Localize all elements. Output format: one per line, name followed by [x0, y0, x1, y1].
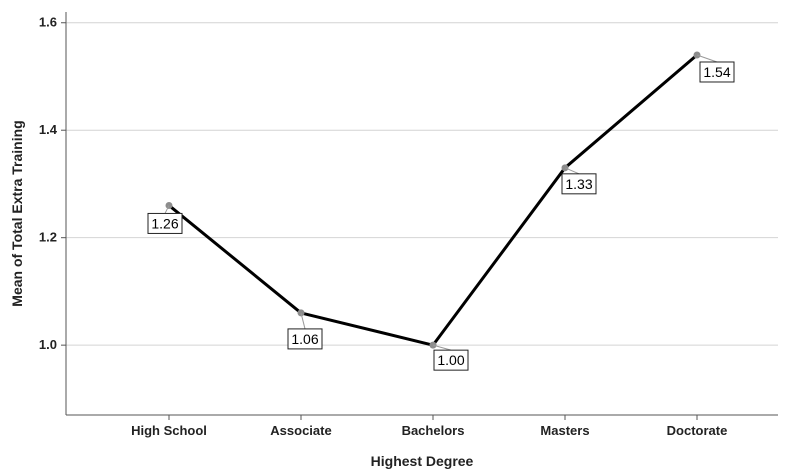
data-label-leader — [164, 205, 170, 214]
y-tick-label: 1.2 — [39, 230, 57, 245]
data-label-leader — [432, 344, 452, 351]
data-label-leader — [300, 312, 306, 330]
y-tick-label: 1.0 — [39, 337, 57, 352]
data-label: 1.54 — [703, 64, 730, 80]
data-label-box — [433, 349, 469, 371]
data-label-leader — [564, 167, 580, 175]
grid-lines — [61, 22, 778, 346]
data-label-box — [561, 173, 597, 195]
x-tick-label: Bachelors — [402, 423, 465, 438]
x-tick-label: Doctorate — [667, 423, 728, 438]
data-labels: 1.26 1.06 1.00 1.33 1.54 — [147, 54, 735, 371]
data-label: 1.26 — [151, 215, 178, 231]
data-label-box — [287, 328, 323, 350]
x-tick-label: High School — [131, 423, 207, 438]
data-label: 1.00 — [437, 352, 464, 368]
y-tick-label: 1.6 — [39, 15, 57, 30]
data-points — [165, 51, 701, 349]
x-tick-label: Masters — [540, 423, 589, 438]
axes — [65, 12, 778, 416]
data-label-box — [147, 212, 183, 234]
series-line — [167, 53, 699, 347]
x-axis-title: Highest Degree — [371, 453, 474, 469]
data-label-box — [699, 61, 735, 83]
x-tick-labels: High School Associate Bachelors Masters Doct… — [131, 415, 727, 438]
x-tick-label: Associate — [270, 423, 331, 438]
series — [167, 53, 699, 347]
data-label-leader — [696, 54, 718, 63]
y-tick-label: 1.4 — [39, 122, 58, 137]
data-label: 1.06 — [291, 331, 318, 347]
data-label: 1.33 — [565, 176, 592, 192]
y-tick-labels: 1.0 1.2 1.4 1.6 — [39, 15, 58, 352]
y-axis-title: Mean of Total Extra Training — [9, 120, 25, 306]
